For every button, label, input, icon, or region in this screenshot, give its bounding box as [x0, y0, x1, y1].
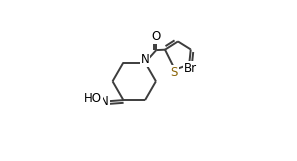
Text: N: N [141, 53, 149, 66]
Text: S: S [171, 66, 178, 79]
Text: Br: Br [184, 62, 197, 75]
Text: N: N [100, 95, 109, 109]
Text: O: O [151, 30, 161, 43]
Text: HO: HO [84, 92, 102, 105]
